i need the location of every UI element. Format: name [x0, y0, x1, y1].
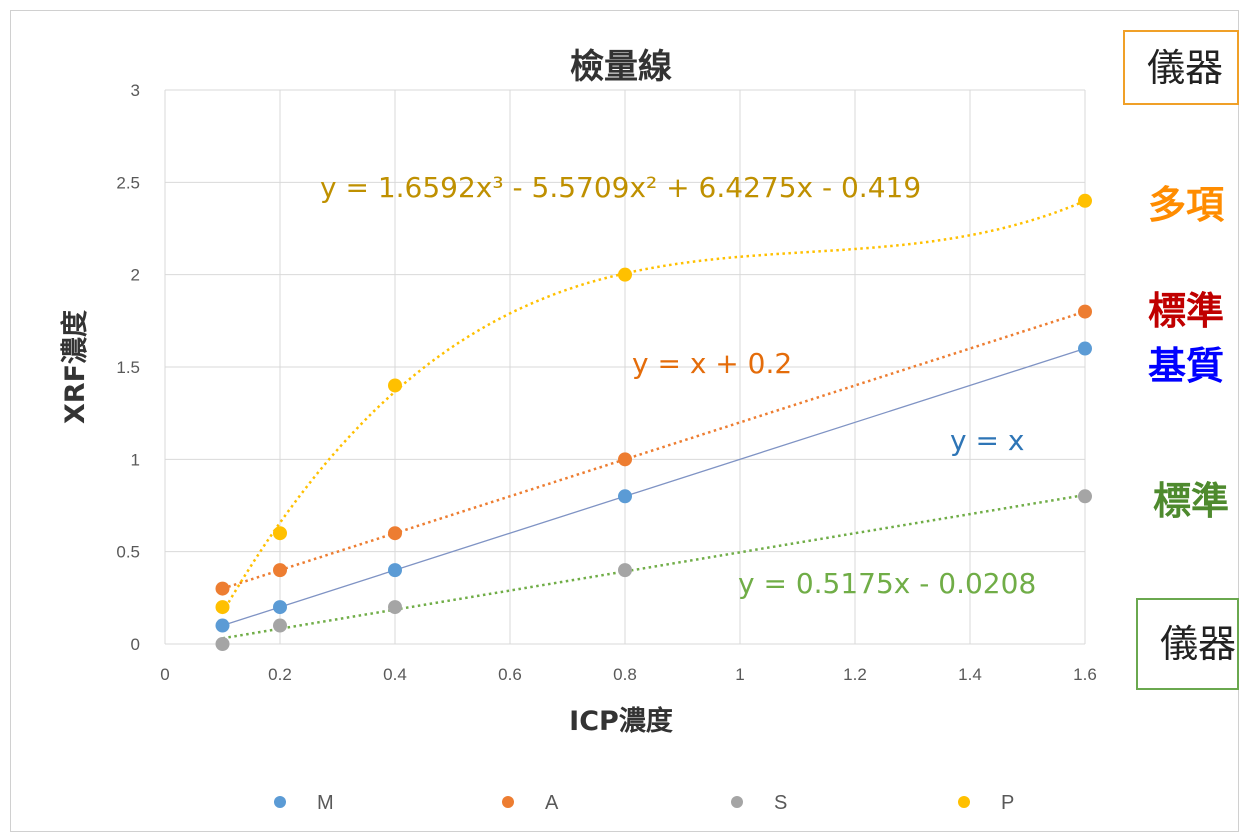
x-tick-label: 0.6	[498, 665, 522, 684]
marker-A	[215, 581, 230, 596]
legend-marker-P	[958, 796, 970, 808]
marker-A	[618, 452, 632, 467]
legend-marker-M	[274, 796, 286, 808]
x-tick-label: 1.6	[1073, 665, 1097, 684]
legend-marker-A	[502, 796, 514, 808]
trendline-S	[222, 493, 1086, 640]
equation-label-P: y = 1.6592x³ - 5.5709x² + 6.4275x - 0.41…	[320, 171, 921, 204]
chart-title: 檢量線	[570, 47, 672, 87]
legend-label-A: A	[545, 792, 559, 814]
x-tick-label: 0.8	[613, 665, 637, 684]
annotation-matrix: 基質	[1148, 344, 1225, 388]
marker-S	[1078, 489, 1092, 504]
legend-label-S: S	[774, 792, 787, 814]
x-tick-label: 0	[160, 665, 169, 684]
marker-A	[1078, 304, 1092, 319]
x-tick-label: 1.4	[958, 665, 982, 684]
equation-label-S: y = 0.5175x - 0.0208	[738, 567, 1036, 600]
marker-P	[388, 378, 402, 393]
marker-S	[273, 618, 287, 633]
marker-A	[273, 563, 287, 578]
equation-label-M: y = x	[950, 424, 1024, 457]
y-tick-label: 1.5	[116, 358, 140, 377]
marker-P	[215, 600, 230, 615]
marker-M	[1078, 341, 1092, 356]
y-axis-label: XRF濃度	[59, 310, 91, 424]
marker-M	[618, 489, 632, 504]
x-tick-label: 1	[735, 665, 744, 684]
equation-label-A: y = x + 0.2	[632, 347, 792, 380]
marker-M	[273, 600, 287, 615]
marker-P	[273, 526, 287, 541]
y-tick-label: 1	[131, 450, 140, 469]
marker-P	[1078, 193, 1092, 208]
legend-marker-S	[731, 796, 743, 808]
callout-box-top: 儀器	[1123, 30, 1239, 105]
annotation-standard-2: 標準	[1153, 479, 1230, 523]
callout-top-text: 儀器	[1147, 46, 1224, 90]
x-tick-label: 1.2	[843, 665, 867, 684]
trendline-A	[222, 310, 1086, 590]
marker-M	[388, 563, 402, 578]
x-tick-label: 0.2	[268, 665, 292, 684]
x-axis-label: ICP濃度	[569, 705, 673, 737]
marker-A	[388, 526, 402, 541]
marker-S	[215, 637, 230, 651]
marker-S	[388, 600, 402, 615]
trendline-M	[222, 347, 1086, 627]
y-tick-label: 0	[131, 635, 140, 654]
marker-P	[618, 267, 632, 282]
callout-box-bottom: 儀器	[1136, 598, 1239, 690]
marker-S	[618, 563, 632, 578]
x-tick-label: 0.4	[383, 665, 407, 684]
legend-label-M: M	[317, 792, 334, 814]
annotation-standard-1: 標準	[1148, 289, 1225, 333]
y-tick-label: 3	[131, 81, 140, 100]
trendline-P	[221, 199, 1086, 614]
y-tick-label: 2	[131, 266, 140, 285]
annotation-polynomial: 多項	[1148, 183, 1225, 227]
legend-label-P: P	[1001, 792, 1014, 814]
marker-M	[215, 618, 230, 633]
y-tick-label: 2.5	[116, 173, 140, 192]
y-tick-label: 0.5	[116, 543, 140, 562]
callout-bottom-text: 儀器	[1160, 622, 1237, 666]
